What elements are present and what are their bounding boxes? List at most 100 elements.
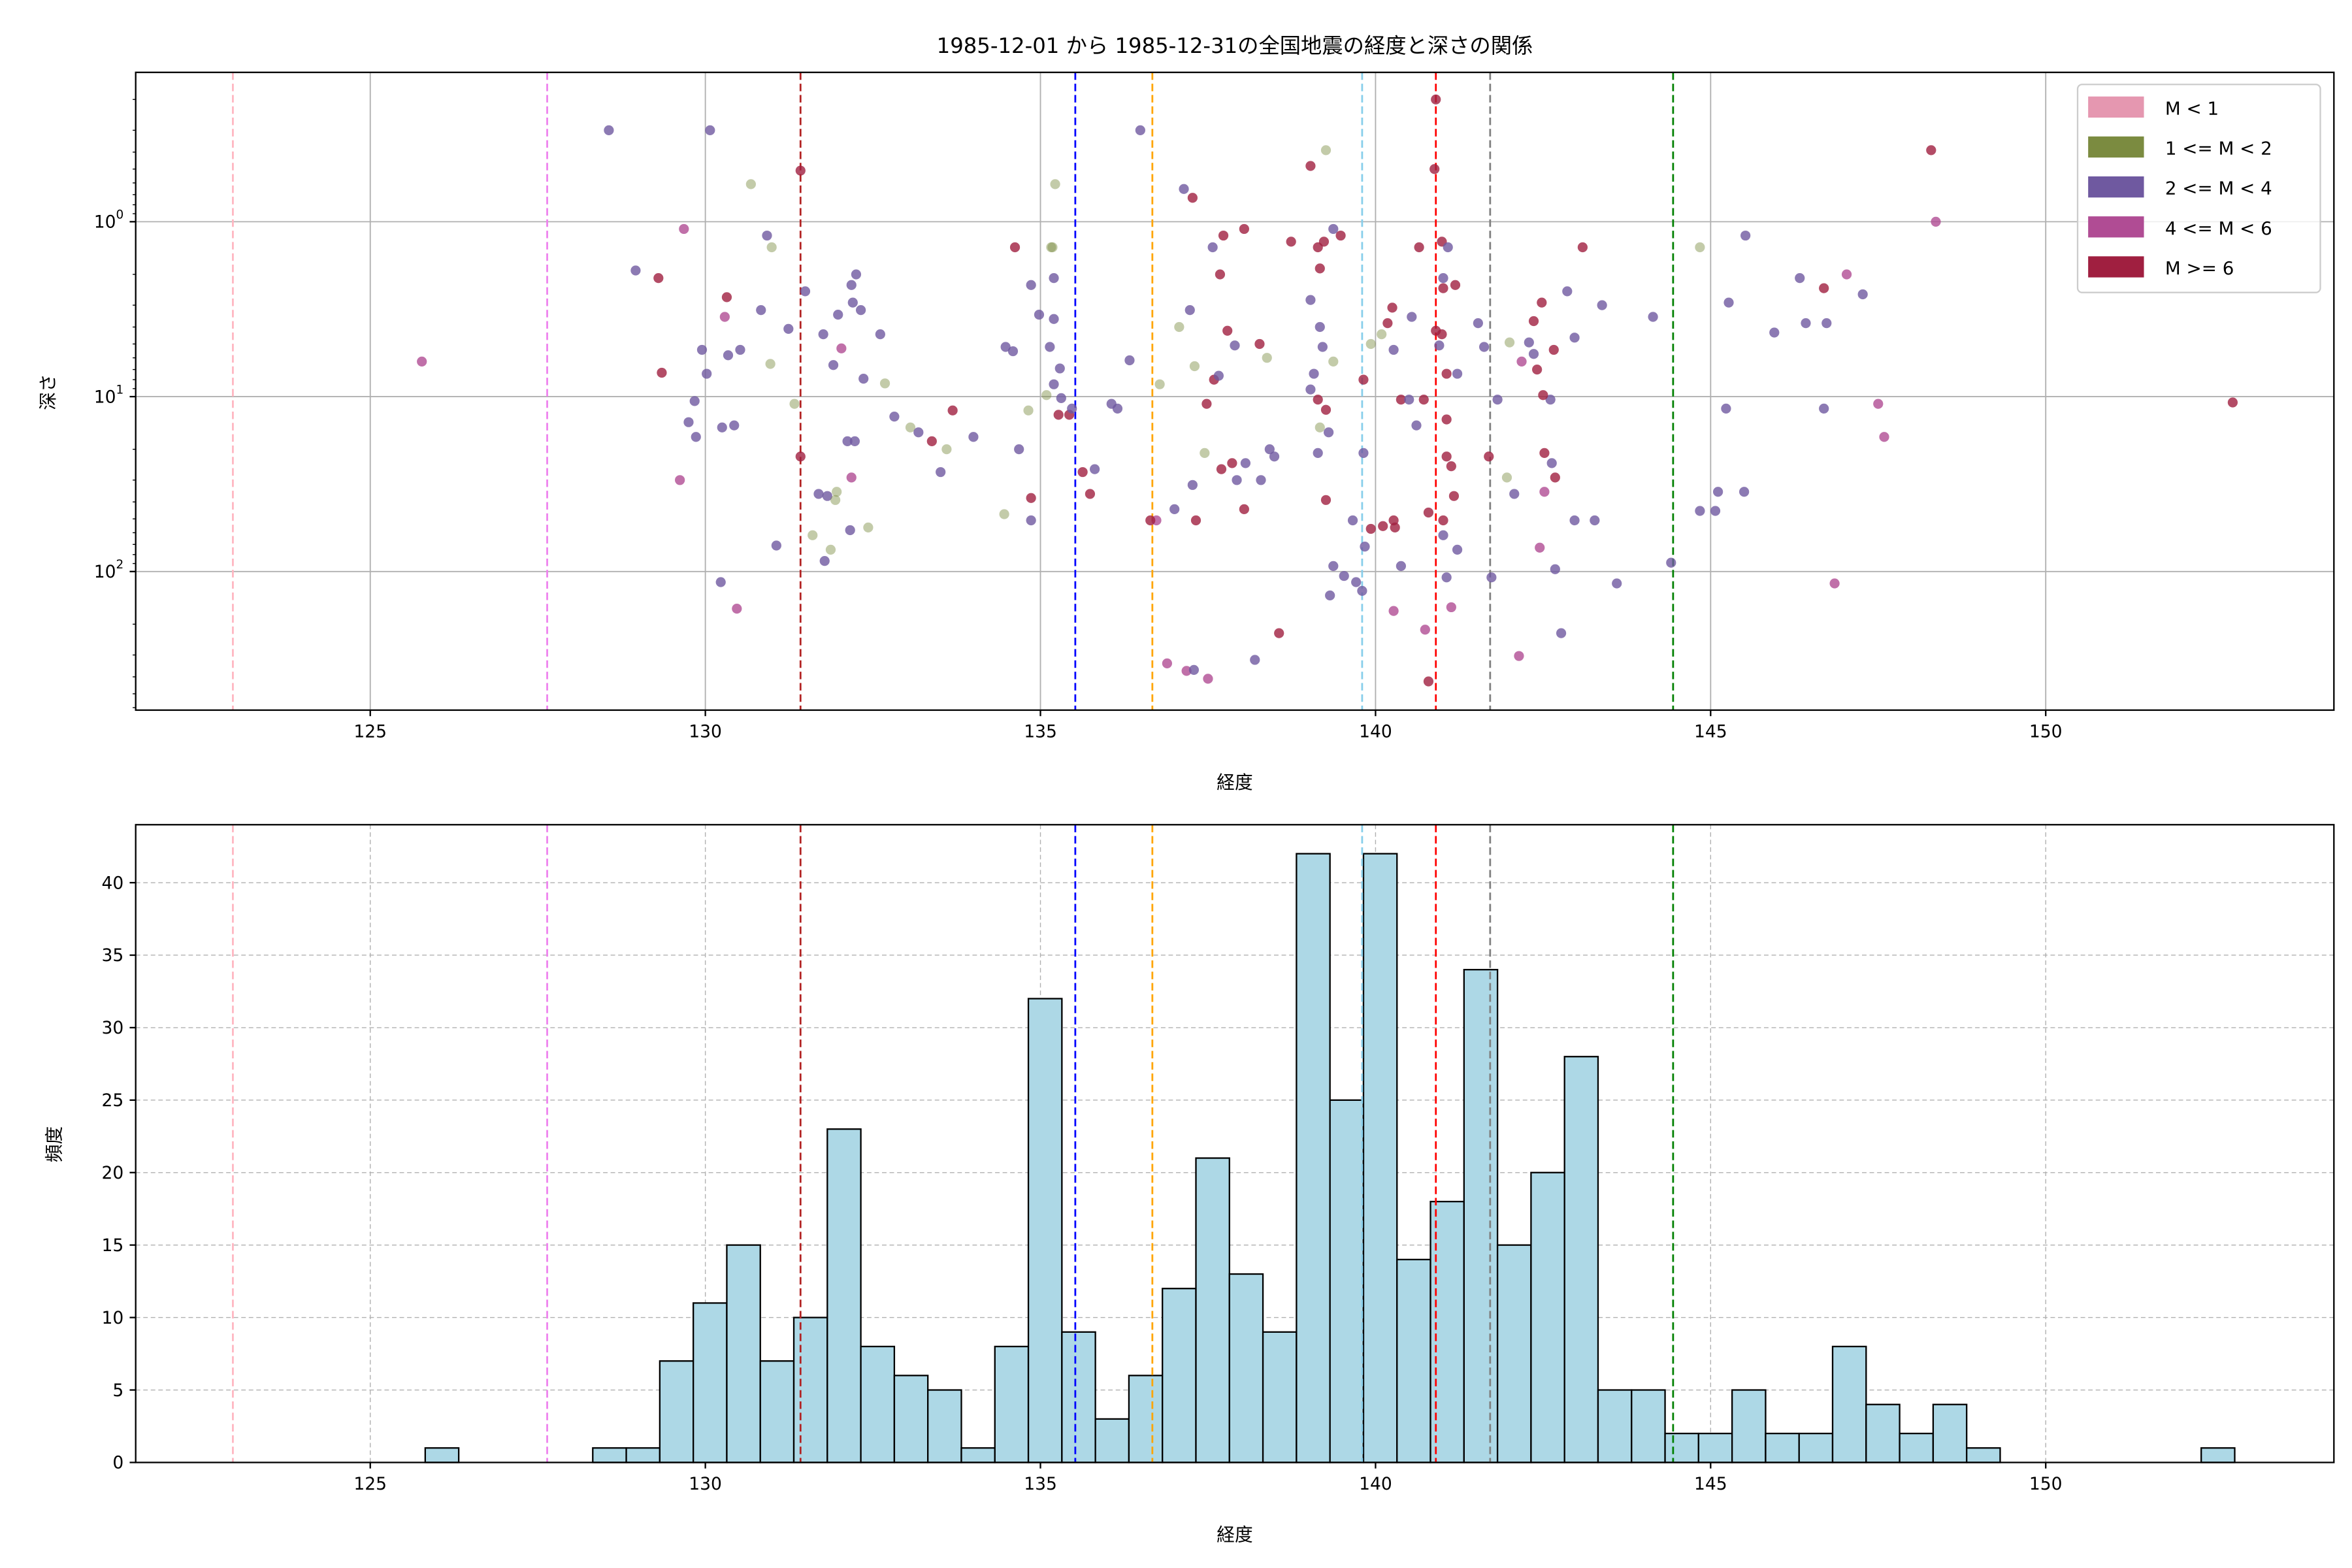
- scatter-point: [1262, 353, 1272, 363]
- scatter-point: [1441, 368, 1452, 379]
- histogram-bar: [860, 1345, 896, 1463]
- scatter-point: [1648, 312, 1658, 322]
- scatter-point: [1239, 504, 1249, 514]
- scatter-point: [863, 522, 874, 532]
- scatter-point: [1313, 448, 1323, 458]
- scatter-point: [1181, 666, 1192, 676]
- scatter-point: [851, 269, 862, 280]
- scatter-point: [1207, 242, 1218, 253]
- scatter-y-label: 深さ: [37, 374, 59, 410]
- scatter-point: [1056, 393, 1066, 403]
- histogram-y-tick-label: 15: [101, 1235, 123, 1256]
- histogram-bar: [1262, 1331, 1298, 1463]
- tick-base: 10: [94, 212, 116, 233]
- scatter-point: [1695, 506, 1705, 516]
- scatter-point: [818, 329, 828, 340]
- histogram-bar: [726, 1244, 761, 1463]
- scatter-point: [1446, 602, 1456, 613]
- scatter-point: [1535, 542, 1545, 553]
- scatter-point: [1187, 480, 1198, 490]
- scatter-point: [1411, 420, 1422, 431]
- scatter-point: [1053, 410, 1064, 420]
- scatter-point: [1305, 295, 1316, 305]
- histogram-bars: [424, 853, 2236, 1463]
- scatter-point: [1313, 242, 1323, 253]
- scatter-point: [1473, 318, 1483, 329]
- scatter-point: [1014, 444, 1024, 455]
- scatter-point: [1089, 464, 1100, 474]
- scatter-point: [1054, 363, 1065, 374]
- scatter-point: [1388, 606, 1399, 616]
- histogram-y-tick-label: 40: [101, 873, 123, 893]
- scatter-point: [1328, 561, 1339, 571]
- histogram-y-tick-label: 20: [101, 1163, 123, 1183]
- scatter-point: [1441, 451, 1452, 462]
- scatter-point: [808, 530, 818, 540]
- legend-label: 4 <= M < 6: [2165, 218, 2272, 239]
- legend-swatch: [2088, 256, 2144, 278]
- scatter-point: [1085, 489, 1096, 499]
- histogram-bar: [659, 1360, 694, 1463]
- histogram-x-tick-label: 125: [353, 1474, 387, 1494]
- scatter-y-tick-label: 101: [94, 383, 124, 407]
- scatter-point: [1286, 237, 1296, 247]
- histogram-bar: [1061, 1331, 1096, 1463]
- scatter-point: [1320, 404, 1331, 415]
- tick-base: 10: [94, 562, 116, 582]
- scatter-point: [1396, 395, 1407, 405]
- histogram-bar: [2200, 1447, 2236, 1463]
- histogram-bar: [1899, 1432, 1935, 1463]
- histogram-bar: [1664, 1432, 1700, 1463]
- scatter-point: [913, 427, 924, 438]
- scatter-point: [1034, 310, 1045, 320]
- scatter-grid: [135, 72, 2334, 710]
- scatter-point: [1431, 325, 1441, 336]
- tick-exponent: 1: [116, 383, 123, 397]
- scatter-point: [1443, 242, 1453, 253]
- histogram-bar: [592, 1447, 627, 1463]
- histogram-reference-lines: [232, 825, 1674, 1463]
- scatter-point: [1169, 504, 1180, 514]
- scatter-point: [689, 396, 700, 406]
- histogram-frame: [135, 824, 2335, 1463]
- scatter-point: [1569, 515, 1580, 526]
- scatter-point: [999, 509, 1009, 519]
- scatter-point: [1819, 283, 1829, 293]
- scatter-point: [1269, 451, 1280, 462]
- scatter-point: [721, 292, 732, 302]
- scatter-point: [1240, 458, 1251, 468]
- scatter-point: [1407, 312, 1417, 322]
- scatter-point: [1358, 374, 1369, 385]
- scatter-point: [836, 343, 847, 353]
- scatter-point: [1388, 344, 1399, 355]
- scatter-point: [1239, 223, 1249, 235]
- scatter-point: [1414, 242, 1424, 253]
- scatter-point: [723, 350, 734, 361]
- scatter-point: [1597, 300, 1607, 310]
- scatter-point: [1769, 327, 1780, 338]
- scatter-point: [1537, 297, 1547, 308]
- scatter-point: [1203, 674, 1213, 684]
- scatter-point: [825, 544, 836, 555]
- histogram-bar: [1027, 998, 1063, 1463]
- scatter-point: [1434, 340, 1445, 351]
- scatter-point: [735, 344, 745, 355]
- scatter-point: [1325, 590, 1335, 601]
- histogram-bar: [826, 1128, 862, 1463]
- histogram-bar: [1463, 969, 1499, 1463]
- scatter-point: [1448, 491, 1460, 501]
- scatter-point: [1274, 628, 1284, 638]
- scatter-point: [1365, 338, 1376, 350]
- histogram-bar: [792, 1316, 828, 1463]
- scatter-point: [1049, 314, 1059, 324]
- scatter-point: [765, 359, 776, 369]
- scatter-point: [1254, 338, 1265, 350]
- histogram-axes: 125 130 135 140 145 150 0 5 10 15 20 25 30 35 40 経度 頻度: [43, 824, 2335, 1545]
- histogram-y-tick-label: 5: [112, 1380, 123, 1401]
- scatter-point: [1045, 342, 1055, 352]
- scatter-point: [800, 286, 811, 297]
- scatter-point: [1047, 242, 1058, 253]
- histogram-y-tick-label: 10: [101, 1308, 123, 1328]
- scatter-point: [1222, 325, 1233, 336]
